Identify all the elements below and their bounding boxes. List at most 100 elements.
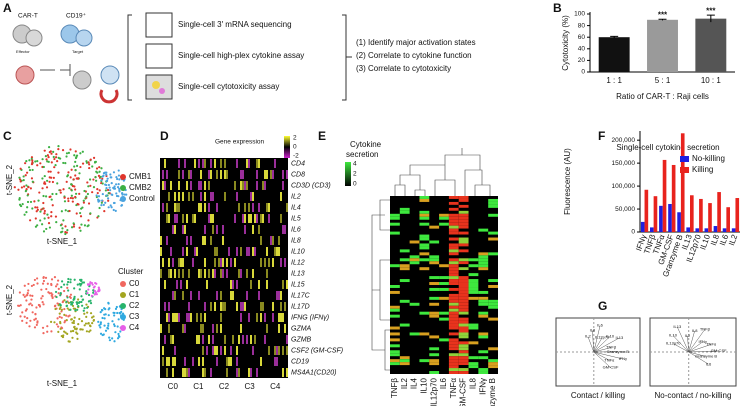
panel-label: D — [160, 129, 169, 143]
heatmap-cell — [448, 282, 459, 285]
heatmap-cell — [458, 365, 469, 369]
heatmap-cell — [170, 181, 172, 190]
tsne-point — [43, 209, 46, 213]
heatmap-cell — [439, 264, 449, 268]
heatmap-cell — [270, 170, 272, 179]
heatmap-cell — [284, 302, 286, 311]
heatmap-cell — [168, 324, 170, 333]
heatmap-cell — [248, 368, 250, 377]
heatmap-cell — [238, 335, 240, 344]
gene-label: CD4 — [291, 160, 305, 167]
heatmap-cell — [172, 258, 174, 267]
heatmap-cell — [448, 287, 459, 291]
heatmap-cell — [478, 368, 489, 372]
bar — [598, 37, 630, 72]
heatmap-cell — [260, 357, 262, 366]
tsne-point — [44, 155, 47, 158]
tsne-point — [50, 215, 53, 218]
cytokine-label: IL12p70 — [429, 377, 438, 406]
heatmap-cell — [204, 269, 206, 278]
heatmap-cell — [458, 287, 469, 291]
heatmap-cell — [210, 302, 212, 311]
heatmap-cell — [274, 247, 276, 256]
heatmap-cell — [216, 170, 218, 179]
heatmap-cell — [250, 368, 252, 377]
tsne-point — [105, 179, 108, 182]
tsne-point — [91, 191, 94, 194]
heatmap-cell — [204, 159, 206, 168]
tsne-point — [101, 175, 104, 178]
tsne-point — [18, 176, 21, 179]
tsne-point — [23, 185, 26, 188]
tsne-point — [79, 152, 82, 155]
tsne-point — [76, 337, 79, 340]
heatmap-cell — [186, 280, 188, 289]
tsne-point — [57, 287, 60, 291]
tsne-point — [59, 231, 63, 234]
heatmap-cell — [478, 371, 489, 374]
heatmap-cell — [419, 267, 430, 271]
tsne-point — [50, 330, 53, 333]
tsne-point — [117, 174, 121, 177]
bar — [717, 192, 721, 232]
heatmap-cell — [390, 222, 400, 226]
legend-label: No-killing — [692, 154, 725, 163]
tsne-point — [60, 285, 63, 289]
heatmap-cell — [448, 368, 459, 372]
tsne-point — [44, 195, 48, 198]
tsne-point — [27, 186, 30, 189]
heatmap-cell — [286, 335, 288, 344]
tsne-point — [63, 196, 66, 199]
heatmap-cell — [258, 225, 260, 234]
bar — [644, 189, 649, 232]
heatmap-cell — [419, 359, 430, 363]
tsne-point — [78, 226, 81, 229]
heatmap-cell — [458, 234, 469, 238]
tsne-point — [74, 188, 77, 191]
heatmap-cell — [429, 314, 440, 318]
tsne-point — [99, 321, 103, 324]
tsne-point — [18, 178, 22, 181]
heatmap-cell — [168, 192, 170, 201]
heatmap-cell — [222, 236, 224, 245]
tsne-point — [19, 315, 22, 318]
heatmap-cell — [458, 243, 469, 247]
heatmap-cell — [458, 299, 469, 303]
cytokine-label: IL8 — [469, 377, 478, 389]
heatmap-cell — [478, 302, 489, 306]
tsne-point — [93, 161, 97, 164]
loading-label: GM-CSF — [603, 365, 619, 370]
loading-arrow — [593, 347, 612, 353]
tsne-point — [31, 294, 34, 298]
heatmap-cell — [196, 247, 198, 256]
heatmap-cell — [419, 222, 430, 226]
bar — [668, 203, 672, 232]
tsne-point — [45, 227, 48, 231]
heatmap-cell — [458, 332, 469, 336]
heatmap-cell — [190, 170, 192, 179]
heatmap-cell — [448, 302, 459, 306]
tsne-point — [112, 201, 116, 205]
heatmap-cell — [488, 362, 498, 366]
heatmap-cell — [448, 305, 459, 309]
bar — [662, 159, 667, 232]
tsne-point — [95, 170, 98, 173]
heatmap-cell — [260, 302, 262, 311]
heatmap-cell — [204, 236, 206, 245]
tsne-point — [97, 174, 101, 177]
legend-swatch — [120, 325, 126, 331]
heatmap-cell — [250, 192, 252, 201]
tsne-point — [87, 185, 90, 188]
heatmap-cell — [458, 305, 469, 309]
tsne-point — [36, 224, 39, 227]
tsne-point — [118, 187, 121, 190]
gene-label: GZMB — [291, 336, 312, 343]
tsne-point — [89, 325, 92, 328]
heatmap-cell — [240, 170, 242, 179]
tsne-point — [24, 190, 27, 193]
tsne-point — [110, 176, 113, 179]
heatmap-cell — [266, 269, 268, 278]
tsne-point — [110, 193, 113, 196]
tsne-point — [66, 307, 69, 310]
heatmap-cell — [458, 240, 469, 244]
